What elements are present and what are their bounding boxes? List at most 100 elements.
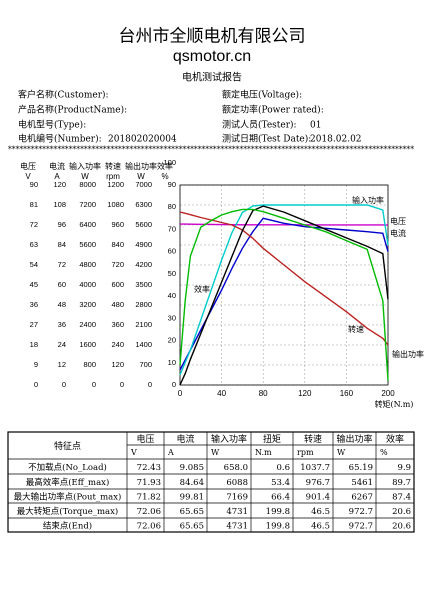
y-tick-label: 18: [30, 340, 38, 349]
table-cell: 901.4: [306, 493, 330, 503]
y-tick-label: 960: [111, 220, 124, 229]
info-label: 测试日期(Test Date):: [222, 133, 311, 145]
y-tick-label: 4800: [79, 260, 96, 269]
table-header: 电流: [176, 433, 194, 445]
y-tick-label: 4000: [79, 280, 96, 289]
y-tick-label: 0: [62, 380, 66, 389]
table-cell: 1037.7: [300, 463, 330, 473]
y-tick-label: 360: [111, 320, 124, 329]
x-tick-label: 80: [259, 389, 268, 398]
y-tick-label: 5600: [79, 240, 96, 249]
y-tick-label: 20: [168, 336, 176, 345]
y-tick-label: 6300: [135, 200, 152, 209]
y-tick-label: 9: [34, 360, 38, 369]
table-cell: 5461: [351, 478, 373, 488]
x-tick-label: 160: [340, 389, 354, 398]
y-tick-label: 36: [30, 300, 38, 309]
table-cell: 71.82: [137, 493, 161, 503]
table-cell: 65.65: [180, 522, 204, 532]
table-cell: 89.7: [392, 478, 411, 488]
axis-unit: V: [25, 172, 31, 181]
table-row-label: 最大输出功率点(Pout_max): [14, 492, 122, 503]
curve-label: 效率: [194, 284, 210, 294]
axis-unit: %: [161, 172, 168, 181]
y-tick-label: 700: [139, 360, 152, 369]
table-cell: 972.7: [349, 507, 373, 517]
table-header: 效率: [386, 433, 404, 445]
y-tick-label: 480: [111, 300, 124, 309]
y-tick-label: 72: [30, 220, 38, 229]
axis-name: 输出功率: [125, 161, 157, 171]
curve-label: 输入功率: [352, 195, 384, 205]
curve: [179, 217, 389, 371]
table-unit: N.m: [255, 448, 272, 457]
y-tick-label: 800: [83, 360, 96, 369]
table-unit: W: [211, 448, 220, 457]
y-tick-label: 120: [53, 180, 66, 189]
table-border: [7, 431, 415, 533]
curve: [179, 205, 389, 386]
y-tick-label: 720: [111, 260, 124, 269]
table-cell: 46.5: [311, 522, 330, 532]
table-unit: %: [380, 448, 388, 457]
y-tick-label: 48: [58, 300, 66, 309]
info-label: 额定电压(Voltage):: [222, 89, 302, 101]
y-tick-label: 1600: [79, 340, 96, 349]
y-tick-label: 3200: [79, 300, 96, 309]
company: 台州市全顺电机有限公司: [119, 27, 306, 47]
y-tick-label: 90: [168, 180, 176, 189]
table-header: 输出功率: [336, 433, 372, 445]
info-label: 测试人员(Tester):: [222, 119, 297, 131]
table-header: 输入功率: [211, 433, 247, 445]
axis-unit: W: [81, 172, 89, 181]
table-header: 电压: [136, 433, 154, 445]
table-header: 特征点: [54, 440, 81, 452]
info-label: 客户名称(Customer):: [18, 89, 109, 101]
table-unit: rpm: [297, 448, 314, 457]
y-tick-label: 70: [168, 224, 176, 233]
axis-name: 效率: [157, 161, 173, 171]
info-label: 额定功率(Power rated):: [222, 104, 324, 116]
table-cell: 0.6: [276, 463, 290, 473]
axis-name: 电压: [20, 161, 36, 171]
curve-label: 转速: [348, 324, 364, 334]
y-tick-label: 84: [58, 240, 66, 249]
info-label: 电机编号(Number):: [18, 133, 102, 145]
table-cell: 976.7: [306, 478, 330, 488]
table-cell: 65.65: [180, 507, 204, 517]
table-cell: 9.085: [180, 463, 204, 473]
y-tick-label: 90: [30, 180, 38, 189]
y-tick-label: 80: [168, 202, 176, 211]
y-tick-label: 100: [163, 158, 176, 167]
table-row-label: 不加载点(No_Load): [28, 462, 107, 473]
y-tick-label: 10: [168, 358, 176, 367]
info-label: 电机型号(Type):: [18, 119, 86, 131]
axis-unit: W: [137, 172, 145, 181]
table-cell: 71.93: [137, 478, 161, 488]
y-tick-label: 1400: [135, 340, 152, 349]
table-row-label: 结束点(End): [43, 521, 92, 532]
x-tick-label: 200: [381, 389, 395, 398]
table-unit: W: [337, 448, 346, 457]
y-tick-label: 60: [168, 247, 176, 256]
y-tick-label: 96: [58, 220, 66, 229]
y-tick-label: 60: [58, 280, 66, 289]
y-tick-label: 1200: [107, 180, 124, 189]
table-cell: 199.8: [266, 507, 290, 517]
info-label: 产品名称(ProductName):: [18, 104, 127, 116]
y-tick-label: 0: [34, 380, 38, 389]
y-tick-label: 4200: [135, 260, 152, 269]
axis-unit: rpm: [106, 172, 120, 181]
curve: [179, 208, 389, 381]
y-tick-label: 240: [111, 340, 124, 349]
curve: [179, 204, 389, 376]
table-cell: 66.4: [271, 493, 290, 503]
y-tick-label: 8000: [79, 180, 96, 189]
y-tick-label: 36: [58, 320, 66, 329]
x-tick-label: 120: [298, 389, 312, 398]
table-cell: 99.81: [180, 493, 204, 503]
table-header: 扭矩: [263, 433, 281, 445]
table-cell: 72.06: [137, 522, 161, 532]
table-row-label: 最大转矩点(Torque_max): [17, 506, 118, 517]
table-cell: 46.5: [311, 507, 330, 517]
